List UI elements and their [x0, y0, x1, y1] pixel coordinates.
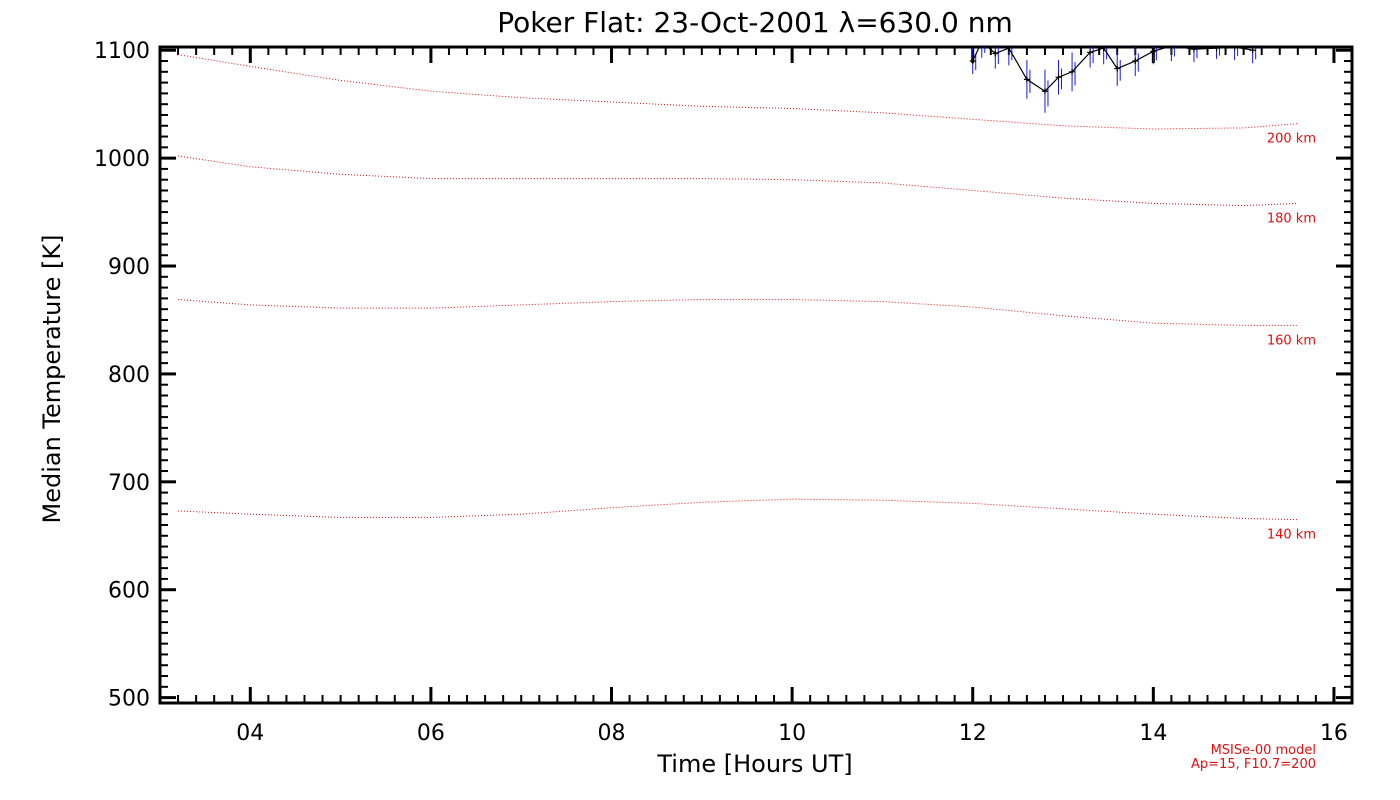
y-axis-label: Median Temperature [K] [38, 234, 66, 523]
x-tick-label: 06 [417, 721, 445, 746]
y-tick-label: 600 [108, 579, 150, 604]
data-point [1170, 47, 1172, 49]
data-point [1087, 49, 1094, 56]
data-point [1190, 47, 1197, 53]
data-point [1055, 74, 1062, 81]
data-point [1069, 68, 1076, 75]
data-point [1100, 47, 1107, 52]
y-tick-label: 1000 [94, 147, 150, 172]
measurement-series [969, 39, 1257, 113]
y-tick-label: 900 [108, 255, 150, 280]
data-point [1005, 47, 1012, 52]
model-curve-label: 160 km [1267, 333, 1316, 348]
x-axis-label: Time [Hours UT] [656, 750, 852, 778]
y-tick-label: 700 [108, 471, 150, 496]
data-point [979, 39, 985, 45]
x-tick-label: 14 [1139, 721, 1167, 746]
model-curve-160-km [178, 299, 1298, 326]
x-tick-label: 04 [236, 721, 264, 746]
y-tick-label: 500 [108, 687, 150, 712]
plot-area: 04 06 08 10 12 14 16 500 600 700 800 900 1000 1100 200… [94, 39, 1354, 746]
data-point [1213, 47, 1220, 52]
y-tick-label: 800 [108, 363, 150, 388]
chart-title: Poker Flat: 23-Oct-2001 λ=630.0 nm [497, 6, 1013, 39]
data-point [1114, 65, 1121, 72]
data-point [969, 58, 976, 65]
plot-frame [158, 45, 1354, 705]
model-footnote-line-2: Ap=15, F10.7=200 [1191, 757, 1316, 772]
data-point [1150, 48, 1157, 55]
model-curve-200-km [178, 54, 1298, 130]
model-footnote-line-1: MSISe-00 model [1211, 743, 1316, 758]
data-point [992, 50, 999, 57]
model-curve-180-km [178, 155, 1298, 207]
x-tick-label: 12 [959, 721, 987, 746]
x-tick-label: 10 [778, 721, 806, 746]
model-curve-label: 200 km [1267, 132, 1316, 147]
data-point [1231, 47, 1238, 50]
x-tick-label: 16 [1320, 721, 1348, 746]
model-curve-label: 140 km [1267, 528, 1316, 543]
data-point [1132, 58, 1139, 65]
x-tick-label: 08 [598, 721, 626, 746]
data-point [1249, 47, 1256, 54]
model-curve-140-km [178, 498, 1298, 521]
measurement-line [972, 47, 1253, 92]
data-point [1023, 76, 1030, 83]
y-tick-label: 1100 [94, 39, 150, 64]
model-curve-label: 180 km [1267, 211, 1316, 226]
data-point [1041, 88, 1048, 95]
